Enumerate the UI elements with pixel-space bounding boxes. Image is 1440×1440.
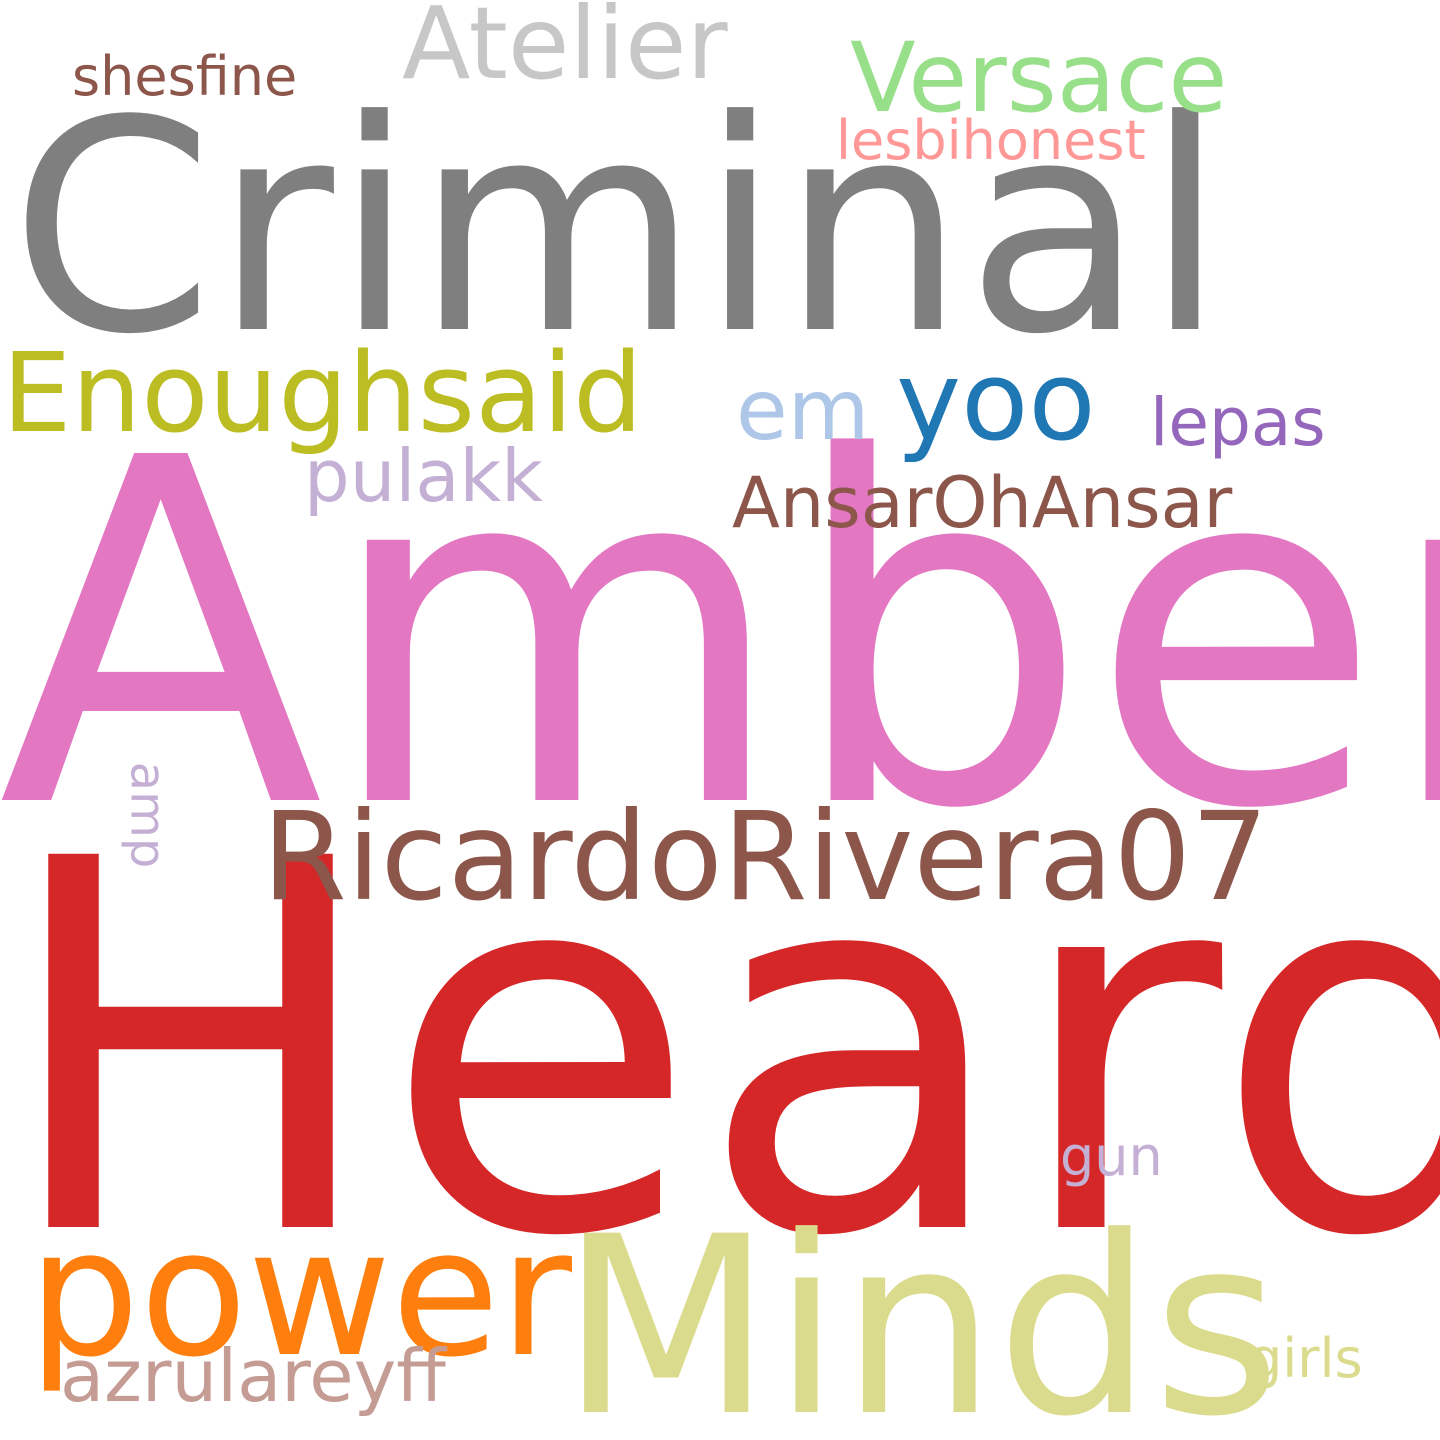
word-atelier: Atelier <box>402 0 728 102</box>
word-yoo: yoo <box>896 337 1096 465</box>
word-amp: amp <box>119 761 176 869</box>
word-versace: Versace <box>850 22 1228 134</box>
word-azrulareyff: azrulareyff <box>60 1334 446 1418</box>
word-criminal: Criminal <box>10 58 1226 398</box>
word-em: em <box>736 361 870 459</box>
word-shesfine: shesfine <box>72 45 298 108</box>
word-lesbihonest: lesbihonest <box>836 109 1146 172</box>
word-ricardorivera07: RicardoRivera07 <box>262 786 1269 928</box>
word-lepas: lepas <box>1150 384 1326 461</box>
word-girls: girls <box>1248 1327 1363 1390</box>
word-gun: gun <box>1060 1125 1163 1188</box>
word-minds: Minds <box>560 1185 1281 1440</box>
word-power: power <box>28 1191 572 1396</box>
word-enoughsaid: Enoughsaid <box>2 329 643 457</box>
word-amber: Amber <box>0 359 1440 913</box>
word-pulakk: pulakk <box>304 434 543 518</box>
word-heard: Heard <box>0 752 1440 1348</box>
word-ansarohansar: AnsarOhAnsar <box>732 462 1233 544</box>
